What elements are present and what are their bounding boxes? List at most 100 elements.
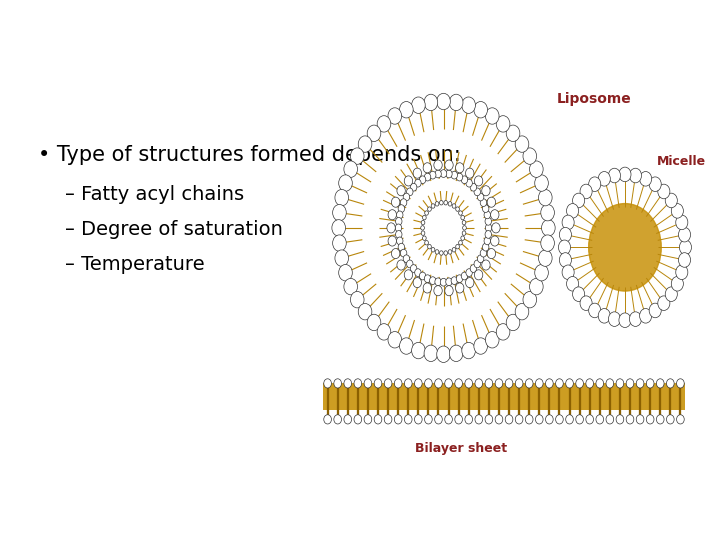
Circle shape [424, 94, 438, 111]
Circle shape [388, 108, 402, 124]
Circle shape [444, 251, 448, 255]
Circle shape [484, 237, 490, 245]
Circle shape [562, 215, 574, 230]
Circle shape [439, 251, 444, 255]
Circle shape [505, 379, 513, 388]
Circle shape [338, 175, 352, 191]
Circle shape [485, 218, 492, 225]
Circle shape [539, 250, 552, 266]
Circle shape [485, 108, 499, 124]
Circle shape [333, 205, 346, 221]
Circle shape [678, 227, 690, 242]
Circle shape [404, 176, 413, 186]
Circle shape [465, 415, 472, 424]
Circle shape [445, 286, 453, 296]
Circle shape [466, 269, 472, 276]
Circle shape [400, 338, 413, 354]
Circle shape [556, 415, 563, 424]
Circle shape [626, 415, 634, 424]
Circle shape [480, 249, 487, 257]
Circle shape [423, 163, 431, 173]
Circle shape [435, 415, 442, 424]
Circle shape [397, 237, 403, 245]
Circle shape [677, 379, 684, 388]
Circle shape [410, 265, 417, 273]
Circle shape [616, 379, 624, 388]
Circle shape [395, 379, 402, 388]
Circle shape [462, 97, 475, 113]
Circle shape [546, 379, 553, 388]
Circle shape [562, 265, 574, 280]
Circle shape [354, 379, 361, 388]
Circle shape [671, 204, 683, 218]
Circle shape [559, 227, 572, 242]
Circle shape [344, 415, 351, 424]
Circle shape [403, 255, 410, 262]
Circle shape [395, 415, 402, 424]
Circle shape [480, 199, 487, 206]
Circle shape [448, 201, 452, 206]
Circle shape [496, 116, 510, 132]
Circle shape [359, 136, 372, 152]
Circle shape [334, 415, 341, 424]
Circle shape [505, 415, 513, 424]
Circle shape [446, 278, 452, 286]
Circle shape [657, 379, 664, 388]
Circle shape [415, 269, 421, 276]
Circle shape [475, 415, 482, 424]
Circle shape [428, 245, 431, 249]
Circle shape [364, 379, 372, 388]
Circle shape [456, 163, 464, 173]
Circle shape [529, 279, 543, 295]
Circle shape [324, 415, 331, 424]
Circle shape [526, 379, 533, 388]
Circle shape [649, 303, 661, 318]
Circle shape [445, 415, 452, 424]
Circle shape [449, 345, 463, 362]
Circle shape [334, 379, 341, 388]
Circle shape [397, 260, 405, 270]
Circle shape [410, 183, 417, 191]
Text: – Fatty acyl chains: – Fatty acyl chains [65, 185, 244, 204]
Circle shape [678, 253, 690, 267]
Circle shape [536, 415, 543, 424]
Circle shape [572, 193, 585, 208]
Circle shape [395, 231, 402, 238]
Circle shape [338, 265, 352, 281]
Circle shape [452, 204, 456, 208]
Circle shape [431, 204, 435, 208]
Circle shape [490, 236, 499, 246]
Circle shape [452, 247, 456, 252]
Circle shape [392, 197, 400, 207]
Circle shape [461, 236, 464, 240]
Circle shape [535, 265, 549, 281]
Circle shape [400, 102, 413, 118]
Circle shape [451, 277, 457, 285]
Circle shape [434, 160, 442, 170]
Circle shape [462, 231, 466, 235]
Circle shape [523, 148, 536, 164]
Circle shape [580, 184, 592, 199]
Circle shape [397, 186, 405, 196]
Circle shape [482, 186, 490, 196]
Circle shape [435, 379, 442, 388]
Circle shape [332, 220, 346, 236]
Text: – Temperature: – Temperature [65, 255, 204, 274]
Text: Bilayer sheet: Bilayer sheet [415, 442, 508, 455]
Circle shape [477, 255, 484, 262]
Circle shape [649, 177, 661, 192]
Circle shape [398, 243, 405, 251]
Circle shape [484, 211, 490, 219]
Circle shape [425, 415, 432, 424]
Circle shape [435, 278, 441, 286]
Circle shape [377, 323, 391, 340]
Circle shape [445, 160, 453, 170]
Circle shape [463, 226, 467, 230]
Circle shape [462, 272, 468, 280]
Circle shape [676, 215, 688, 230]
Circle shape [462, 342, 475, 359]
Circle shape [576, 379, 583, 388]
Circle shape [541, 205, 554, 221]
Circle shape [541, 235, 554, 251]
Circle shape [388, 332, 402, 348]
